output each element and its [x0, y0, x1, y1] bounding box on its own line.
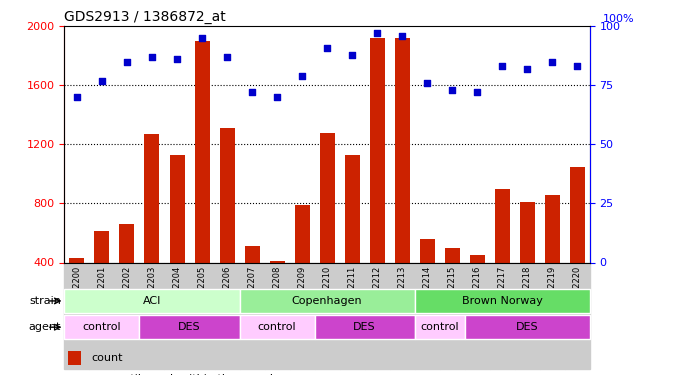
Text: DES: DES	[516, 322, 538, 332]
Text: agent: agent	[28, 322, 61, 332]
Bar	[165, 262, 190, 369]
Text: DES: DES	[353, 322, 376, 332]
Bar	[390, 262, 415, 369]
Point	[346, 52, 357, 58]
Bar	[540, 262, 565, 369]
Bar	[445, 248, 460, 322]
Bar	[295, 205, 310, 322]
Bar	[239, 315, 315, 339]
Bar	[415, 262, 440, 369]
Text: control: control	[83, 322, 121, 332]
Bar	[495, 189, 510, 322]
Bar	[119, 224, 134, 322]
Point	[572, 63, 583, 69]
Point	[447, 87, 458, 93]
Text: control: control	[258, 322, 296, 332]
Bar	[370, 38, 384, 322]
Bar	[144, 134, 159, 322]
Bar	[140, 262, 165, 369]
Bar	[464, 315, 590, 339]
Bar	[319, 132, 335, 322]
Bar	[420, 239, 435, 322]
Point	[547, 58, 558, 64]
Bar	[515, 262, 540, 369]
Bar	[520, 202, 535, 322]
Bar	[395, 38, 410, 322]
Bar	[464, 262, 490, 369]
Text: percentile rank within the sample: percentile rank within the sample	[92, 374, 279, 375]
Point	[247, 89, 258, 95]
Point	[497, 63, 508, 69]
Bar	[545, 195, 560, 322]
Point	[146, 54, 157, 60]
Bar	[69, 258, 85, 322]
Bar	[214, 262, 239, 369]
Bar	[570, 166, 585, 322]
Bar	[270, 261, 285, 322]
Bar	[195, 41, 210, 322]
Point	[297, 73, 308, 79]
Point	[222, 54, 233, 60]
Bar	[115, 262, 140, 369]
Point	[71, 94, 82, 100]
Text: Copenhagen: Copenhagen	[292, 296, 363, 306]
Text: count: count	[92, 353, 123, 363]
Bar	[64, 262, 89, 369]
Bar	[94, 231, 109, 322]
Text: strain: strain	[29, 296, 61, 306]
Bar	[290, 262, 315, 369]
Text: GDS2913 / 1386872_at: GDS2913 / 1386872_at	[64, 10, 226, 24]
Bar	[315, 315, 415, 339]
Bar	[239, 289, 415, 313]
Bar	[415, 289, 590, 313]
Point	[397, 33, 407, 39]
Point	[522, 66, 533, 72]
Point	[472, 89, 483, 95]
Y-axis label: 100%: 100%	[603, 14, 635, 24]
Bar	[365, 262, 390, 369]
Point	[96, 78, 107, 84]
Bar	[440, 262, 464, 369]
Bar	[315, 262, 340, 369]
Bar	[220, 128, 235, 322]
Point	[172, 56, 182, 62]
Text: control: control	[420, 322, 459, 332]
Bar	[264, 262, 290, 369]
Bar	[68, 351, 81, 365]
Bar	[140, 315, 239, 339]
Text: DES: DES	[178, 322, 201, 332]
Text: ACI: ACI	[143, 296, 161, 306]
Bar	[245, 246, 260, 322]
Bar	[170, 155, 184, 322]
Bar	[344, 155, 359, 322]
Point	[197, 35, 207, 41]
Bar	[415, 315, 464, 339]
Bar	[239, 262, 264, 369]
Bar	[490, 262, 515, 369]
Point	[372, 30, 382, 36]
Bar	[64, 315, 140, 339]
Bar	[64, 289, 239, 313]
Point	[121, 58, 132, 64]
Point	[422, 80, 433, 86]
Bar	[89, 262, 115, 369]
Text: Brown Norway: Brown Norway	[462, 296, 542, 306]
Point	[272, 94, 283, 100]
Point	[321, 45, 332, 51]
Bar	[565, 262, 590, 369]
Bar	[190, 262, 214, 369]
Bar	[470, 255, 485, 322]
Bar	[340, 262, 365, 369]
